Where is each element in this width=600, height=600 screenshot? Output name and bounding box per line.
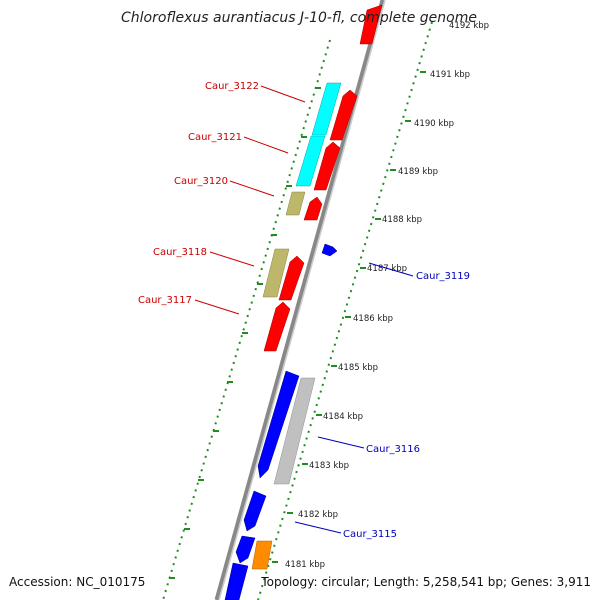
gene-label-caur-3115[interactable]: Caur_3115: [343, 529, 397, 540]
gene-caur-3118[interactable]: [262, 248, 290, 298]
gene-caur-3122[interactable]: [311, 82, 342, 136]
kbp-label: 4185 kbp: [338, 363, 378, 373]
gene-reverse-large[interactable]: [257, 370, 300, 479]
kbp-label: 4184 kbp: [323, 412, 363, 422]
gene-caur-3116[interactable]: [273, 377, 316, 485]
kbp-label: 4182 kbp: [298, 510, 338, 520]
kbp-label: 4190 kbp: [414, 119, 454, 129]
gene-forward-top[interactable]: [359, 4, 383, 45]
gene-caur-3115[interactable]: [243, 490, 267, 532]
gene-label-caur-3119[interactable]: Caur_3119: [416, 271, 470, 282]
outer-ring-ticks: [272, 71, 426, 563]
kbp-label: 4186 kbp: [353, 314, 393, 324]
topology-text: Topology: circular; Length: 5,258,541 bp…: [260, 575, 591, 589]
kbp-label: 4188 kbp: [382, 215, 422, 225]
gene-caur-3120-forward[interactable]: [303, 196, 323, 221]
gene-orange[interactable]: [251, 540, 273, 570]
genome-title: Chloroflexus aurantiacus J-10-fl, comple…: [121, 10, 477, 26]
kbp-label: 4187 kbp: [367, 264, 407, 274]
kbp-label: 4183 kbp: [309, 461, 349, 471]
gene-label-caur-3120[interactable]: Caur_3120: [174, 176, 228, 187]
gene-caur-3120[interactable]: [285, 191, 306, 216]
gene-caur-3121[interactable]: [295, 135, 326, 187]
kbp-label: 4192 kbp: [449, 21, 489, 31]
gene-label-caur-3122[interactable]: Caur_3122: [205, 81, 259, 92]
gene-caur-3122-forward[interactable]: [329, 89, 358, 141]
gene-label-caur-3118[interactable]: Caur_3118: [153, 247, 207, 258]
outer-dotted-ring: [257, 21, 433, 600]
gene-label-caur-3116[interactable]: Caur_3116: [366, 444, 420, 455]
gene-reverse-small[interactable]: [235, 535, 256, 564]
kbp-label: 4191 kbp: [430, 70, 470, 80]
gene-label-caur-3121[interactable]: Caur_3121: [188, 132, 242, 143]
kbp-label: 4181 kbp: [285, 560, 325, 570]
gene-caur-3119[interactable]: [321, 243, 338, 257]
gene-label-caur-3117[interactable]: Caur_3117: [138, 295, 192, 306]
inner-ring-ticks: [169, 87, 321, 579]
gene-caur-3117-forward[interactable]: [263, 301, 291, 352]
kbp-label: 4189 kbp: [398, 167, 438, 177]
gene-caur-3118-forward[interactable]: [278, 255, 305, 301]
gene-caur-3121-forward[interactable]: [313, 141, 341, 191]
gene-reverse-bottom[interactable]: [224, 562, 249, 600]
accession-text: Accession: NC_010175: [9, 575, 145, 589]
